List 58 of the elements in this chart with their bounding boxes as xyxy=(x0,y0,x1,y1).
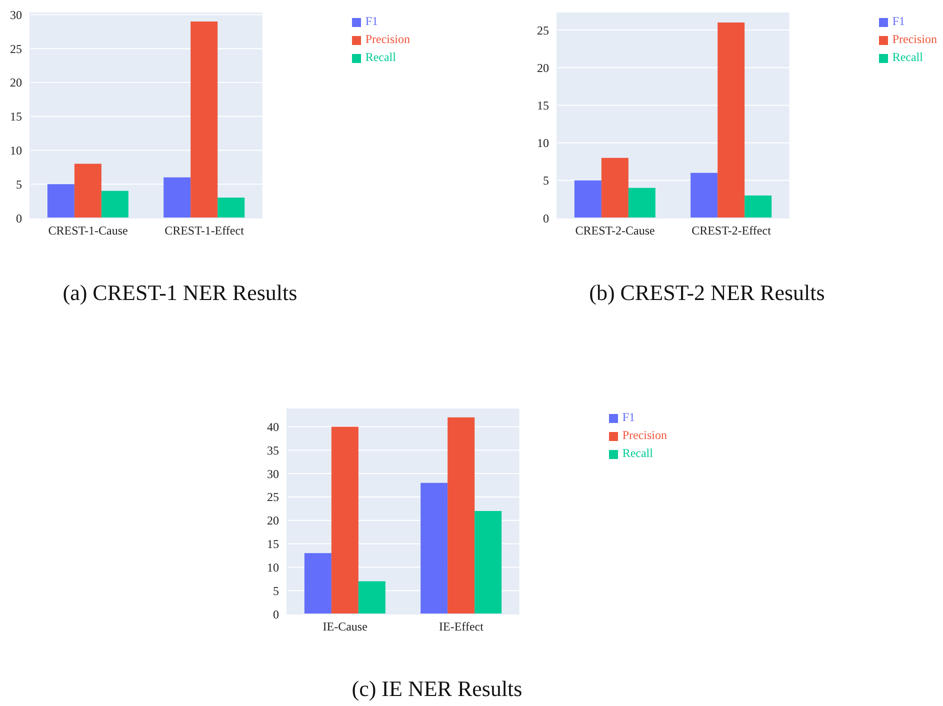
y-tick-label: 0 xyxy=(273,607,279,622)
legend-label: Precision xyxy=(892,32,937,46)
y-tick-label: 10 xyxy=(537,136,549,150)
y-tick-label: 5 xyxy=(273,584,279,598)
y-tick-label: 30 xyxy=(10,8,22,22)
bar xyxy=(574,180,602,218)
bar xyxy=(601,158,628,218)
text: (c) IE NER Results xyxy=(350,676,524,702)
x-tick-label: CREST-1-Effect xyxy=(164,224,245,238)
y-tick-label: 0 xyxy=(543,211,549,226)
y-tick-label: 30 xyxy=(267,466,279,481)
x-tick-label: IE-Effect xyxy=(439,620,484,634)
legend-label: Recall xyxy=(622,446,653,460)
bar xyxy=(718,22,745,218)
x-tick-label: CREST-1-Cause xyxy=(48,224,128,238)
legend-label: Recall xyxy=(365,50,396,64)
x-tick-label: CREST-2-Effect xyxy=(692,224,772,238)
y-tick-label: 10 xyxy=(10,143,22,158)
bar xyxy=(101,190,128,218)
text: (a) CREST-1 NER Results xyxy=(62,280,298,306)
bar xyxy=(474,511,502,614)
bar xyxy=(47,184,74,218)
legend-label: F1 xyxy=(365,14,378,28)
y-tick-label: 10 xyxy=(267,560,279,574)
y-tick-label: 15 xyxy=(10,110,22,124)
bar xyxy=(218,198,245,218)
y-tick-label: 25 xyxy=(267,490,279,504)
bar xyxy=(448,417,475,614)
legend-label: Precision xyxy=(365,32,410,46)
y-tick-label: 25 xyxy=(537,23,549,38)
y-tick-label: 20 xyxy=(10,76,22,90)
bar xyxy=(190,21,218,218)
bar xyxy=(164,177,191,218)
bar xyxy=(744,195,772,218)
bar xyxy=(304,553,332,614)
y-tick-label: 5 xyxy=(543,174,549,188)
legend-label: F1 xyxy=(622,410,636,424)
bar xyxy=(358,581,386,614)
y-tick-label: 20 xyxy=(537,60,549,75)
y-tick-label: 35 xyxy=(267,443,279,458)
bar xyxy=(628,188,656,218)
y-tick-label: 15 xyxy=(267,537,279,552)
y-tick-label: 15 xyxy=(537,98,549,112)
bar xyxy=(331,426,358,614)
bar xyxy=(74,164,102,218)
x-tick-label: CREST-2-Cause xyxy=(575,224,655,238)
legend-label: F1 xyxy=(892,14,906,28)
y-tick-label: 25 xyxy=(10,42,22,56)
text: (b) CREST-2 NER Results xyxy=(588,280,826,306)
y-tick-label: 20 xyxy=(267,514,279,528)
bar xyxy=(420,482,448,614)
bar xyxy=(690,172,718,218)
legend-label: Recall xyxy=(892,50,923,64)
legend-label: Precision xyxy=(622,428,667,442)
y-tick-label: 40 xyxy=(267,420,279,434)
y-tick-label: 0 xyxy=(16,211,22,226)
x-tick-label: IE-Cause xyxy=(322,620,368,634)
y-tick-label: 5 xyxy=(16,177,22,192)
